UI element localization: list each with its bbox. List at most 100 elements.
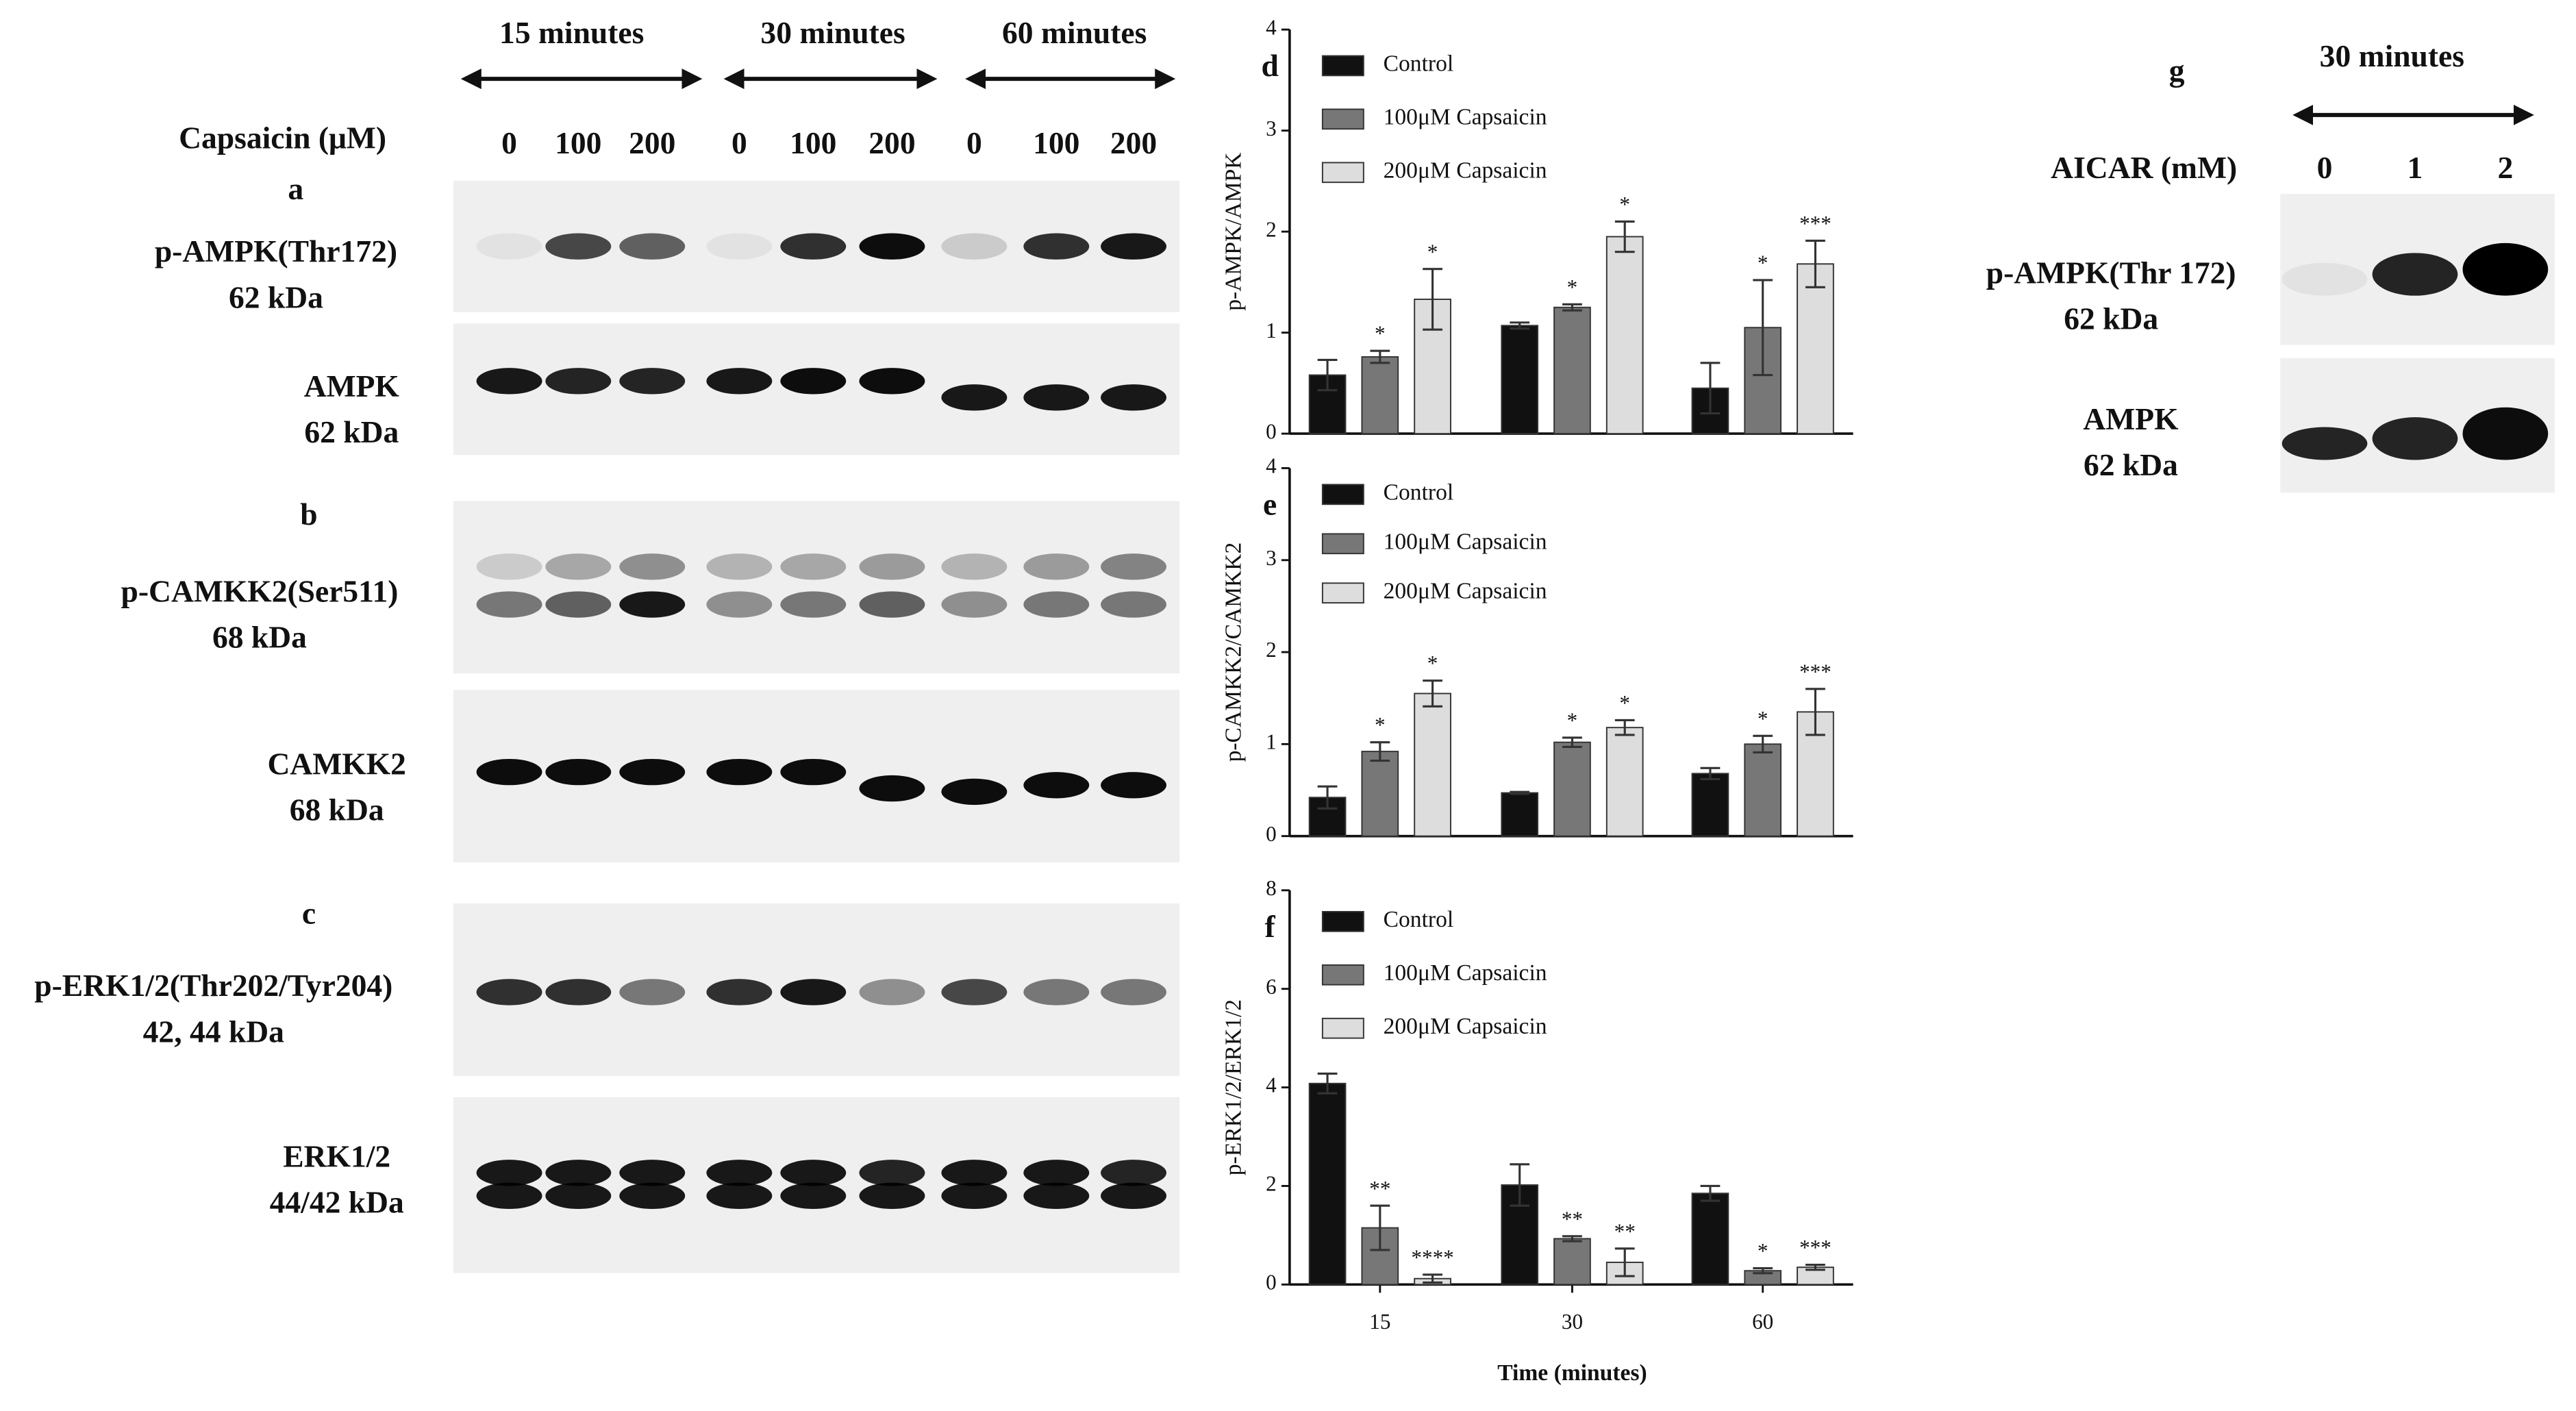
y-tick-label: 4 bbox=[1266, 15, 1277, 39]
blot-band bbox=[545, 1160, 612, 1186]
bar bbox=[1361, 1227, 1399, 1286]
blot-band bbox=[941, 979, 1008, 1006]
legend-swatch bbox=[1321, 1017, 1364, 1039]
blot-band bbox=[941, 778, 1008, 806]
significance-stars: ** bbox=[1369, 1177, 1390, 1201]
panel-letter: a bbox=[288, 171, 303, 206]
time-header: 60 minutes bbox=[1002, 15, 1147, 50]
blot-band bbox=[619, 233, 686, 260]
blot-band bbox=[1101, 979, 1167, 1006]
significance-stars: *** bbox=[1799, 212, 1831, 236]
significance-stars: * bbox=[1567, 709, 1578, 733]
legend-swatch bbox=[1321, 484, 1364, 505]
blot-band bbox=[859, 553, 925, 580]
blot-band bbox=[545, 758, 612, 786]
blot-band bbox=[545, 591, 612, 618]
lane-label: 1 bbox=[2408, 150, 2423, 185]
protein-label: p-AMPK(Thr 172) bbox=[1986, 255, 2236, 290]
blot-band bbox=[780, 979, 847, 1006]
significance-stars: *** bbox=[1799, 660, 1831, 684]
blot-band bbox=[859, 233, 925, 260]
y-tick-label: 0 bbox=[1266, 822, 1277, 846]
blot-band bbox=[476, 368, 542, 395]
bar bbox=[1361, 356, 1399, 435]
blot-band bbox=[859, 979, 925, 1006]
blot-band bbox=[2372, 417, 2458, 460]
bar bbox=[1691, 1193, 1729, 1286]
legend-swatch bbox=[1321, 108, 1364, 130]
y-axis-label: p-CAMKK2/CAMKK2 bbox=[1221, 542, 1246, 762]
significance-stars: *** bbox=[1799, 1236, 1831, 1260]
blot-band bbox=[859, 775, 925, 802]
legend-swatch bbox=[1321, 55, 1364, 77]
size-label: 42, 44 kDa bbox=[143, 1014, 284, 1049]
legend-swatch bbox=[1321, 964, 1364, 986]
panel-letter: e bbox=[1263, 486, 1277, 521]
lane-label: 0 bbox=[731, 125, 747, 160]
y-tick-label: 3 bbox=[1266, 546, 1277, 570]
blot-band bbox=[941, 1182, 1008, 1210]
protein-label: CAMKK2 bbox=[267, 746, 405, 781]
blot-band bbox=[1023, 553, 1090, 580]
blot-band bbox=[2281, 262, 2368, 296]
significance-stars: * bbox=[1758, 1239, 1768, 1263]
blot-band bbox=[619, 1182, 686, 1210]
significance-stars: **** bbox=[1411, 1246, 1453, 1270]
size-label: 44/42 kDa bbox=[270, 1185, 404, 1220]
blot-band bbox=[2462, 407, 2549, 460]
blot-band bbox=[941, 591, 1008, 618]
legend-label: 100μM Capsaicin bbox=[1384, 529, 1547, 554]
y-tick-label: 0 bbox=[1266, 1271, 1277, 1295]
bar bbox=[1553, 741, 1591, 837]
blot-band bbox=[941, 553, 1008, 580]
time-header: 30 minutes bbox=[760, 15, 905, 50]
y-tick-label: 1 bbox=[1266, 319, 1277, 342]
significance-stars: * bbox=[1375, 713, 1386, 737]
bar bbox=[1744, 743, 1782, 837]
y-tick-label: 4 bbox=[1266, 454, 1277, 478]
y-tick-label: 2 bbox=[1266, 1172, 1277, 1196]
bar bbox=[1605, 236, 1644, 435]
significance-stars: ** bbox=[1562, 1207, 1583, 1231]
significance-stars: * bbox=[1375, 322, 1386, 346]
legend-label: Control bbox=[1384, 51, 1454, 77]
blot-band bbox=[780, 233, 847, 260]
blot-band bbox=[780, 1182, 847, 1210]
time-header: 15 minutes bbox=[499, 15, 644, 50]
time-header: 30 minutes bbox=[2320, 38, 2464, 73]
size-label: 62 kDa bbox=[229, 279, 323, 314]
blot-band bbox=[545, 979, 612, 1006]
size-label: 68 kDa bbox=[290, 792, 384, 827]
size-label: 62 kDa bbox=[304, 414, 399, 449]
bar bbox=[1361, 751, 1399, 837]
significance-stars: ** bbox=[1614, 1219, 1636, 1243]
panel-letter: d bbox=[1261, 48, 1278, 83]
blot-band bbox=[1101, 233, 1167, 260]
treatment-label: Capsaicin (μM) bbox=[179, 121, 386, 155]
lane-label: 100 bbox=[790, 125, 836, 160]
blot-band bbox=[545, 368, 612, 395]
protein-label: p-AMPK(Thr172) bbox=[155, 234, 397, 269]
blot-band bbox=[941, 233, 1008, 260]
y-tick-label: 2 bbox=[1266, 638, 1277, 662]
significance-stars: * bbox=[1619, 192, 1630, 216]
lane-label: 100 bbox=[1033, 125, 1079, 160]
blot-band bbox=[706, 368, 773, 395]
blot-band bbox=[619, 591, 686, 618]
blot-band bbox=[476, 758, 542, 786]
blot-band bbox=[1023, 1182, 1090, 1210]
blot-band bbox=[780, 591, 847, 618]
blot-band bbox=[859, 591, 925, 618]
blot-band bbox=[706, 1182, 773, 1210]
protein-label: ERK1/2 bbox=[283, 1139, 390, 1174]
bar bbox=[1605, 727, 1644, 837]
x-tick-label: 15 bbox=[1369, 1310, 1390, 1334]
y-tick-label: 0 bbox=[1266, 419, 1277, 443]
blot-band bbox=[941, 1160, 1008, 1186]
blot-band bbox=[706, 979, 773, 1006]
blot-band bbox=[1101, 772, 1167, 799]
blot-band bbox=[859, 368, 925, 395]
blot-band bbox=[859, 1182, 925, 1210]
